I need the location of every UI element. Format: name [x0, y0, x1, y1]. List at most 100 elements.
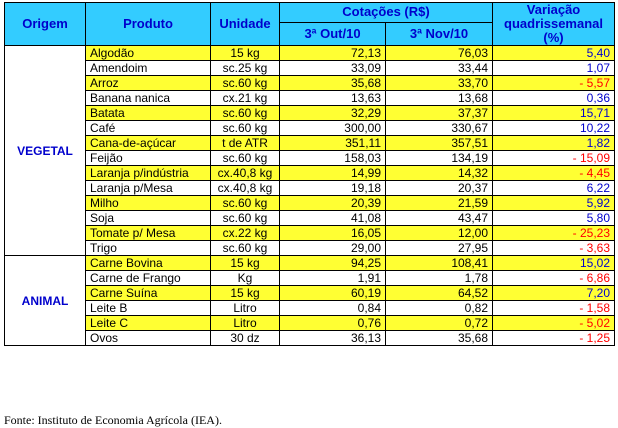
unidade-cell: t de ATR	[210, 135, 280, 151]
cotacao-out-cell: 35,68	[279, 75, 386, 91]
cotacao-out-cell: 300,00	[279, 120, 386, 136]
variacao-cell: 15,02	[492, 255, 616, 271]
cotacao-out-cell: 36,13	[279, 330, 386, 346]
table-row: Laranja p/Mesa cx.40,8 kg 19,18 20,37 6,22	[5, 180, 616, 196]
cotacao-nov-cell: 0,72	[384, 315, 494, 331]
cotacao-out-cell: 0,84	[279, 300, 386, 316]
table-row: ANIMAL Carne Bovina 15 kg 94,25 108,41 15,02	[4, 255, 616, 346]
unidade-cell: Kg	[210, 270, 280, 286]
produto-cell: Amendoim	[85, 60, 211, 76]
table-row: Leite C Litro 0,76 0,72- 5,02	[5, 315, 616, 331]
cotacao-nov-cell: 37,37	[384, 105, 494, 121]
table-row: Café sc.60 kg 300,00 330,67 10,22	[5, 120, 616, 136]
unidade-cell: cx.22 kg	[210, 225, 280, 241]
cotacao-nov-cell: 33,70	[384, 75, 494, 91]
table-row: Soja sc.60 kg 41,08 43,47 5,80	[5, 210, 616, 226]
variacao-cell: - 3,63	[492, 240, 616, 256]
table-row: Tomate p/ Mesa cx.22 kg 16,05 12,00- 25,23	[5, 225, 616, 241]
header-cotacoes: Cotações (R$)	[278, 2, 494, 23]
header-col-nov: 3ª Nov/10	[384, 21, 494, 47]
table-row: Laranja p/indústria cx.40,8 kg 14,99 14,32-…	[5, 165, 616, 181]
variacao-cell: 0,36	[492, 90, 616, 106]
cotacao-out-cell: 351,11	[279, 135, 386, 151]
cotacao-out-cell: 94,25	[279, 255, 386, 271]
cotacao-nov-cell: 330,67	[384, 120, 494, 136]
produto-cell: Carne de Frango	[85, 270, 211, 286]
produto-cell: Soja	[85, 210, 211, 226]
header-variacao: Variação quadrissemanal (%)	[492, 2, 616, 46]
table-row: Banana nanica cx.21 kg 13,63 13,68 0,36	[5, 90, 616, 106]
produto-cell: Cana-de-açúcar	[85, 135, 211, 151]
cotacao-nov-cell: 33,44	[384, 60, 494, 76]
table-row: VEGETAL Algodão 15 kg 72,13 76,03 5,40	[4, 45, 616, 256]
variacao-cell: 1,82	[492, 135, 616, 151]
produto-cell: Leite C	[85, 315, 211, 331]
produto-cell: Café	[85, 120, 211, 136]
cotacao-nov-cell: 0,82	[384, 300, 494, 316]
produto-cell: Laranja p/Mesa	[85, 180, 211, 196]
cotacao-nov-cell: 108,41	[384, 255, 494, 271]
table-row: Trigo sc.60 kg 29,00 27,95- 3,63	[5, 240, 616, 256]
produto-cell: Arroz	[85, 75, 211, 91]
variacao-cell: 15,71	[492, 105, 616, 121]
variacao-cell: - 25,23	[492, 225, 616, 241]
header-unidade: Unidade	[210, 2, 280, 46]
variacao-cell: - 1,58	[492, 300, 616, 316]
cotacao-out-cell: 32,29	[279, 105, 386, 121]
cotacao-out-cell: 14,99	[279, 165, 386, 181]
unidade-cell: sc.60 kg	[210, 75, 280, 91]
produto-cell: Trigo	[85, 240, 211, 256]
cotacao-nov-cell: 27,95	[384, 240, 494, 256]
table-row: Carne Suína 15 kg 60,19 64,52 7,20	[5, 285, 616, 301]
unidade-cell: 15 kg	[210, 45, 280, 61]
header-produto: Produto	[85, 2, 211, 46]
cotacao-nov-cell: 13,68	[384, 90, 494, 106]
variacao-cell: 5,40	[492, 45, 616, 61]
produto-cell: Milho	[85, 195, 211, 211]
unidade-cell: sc.60 kg	[210, 195, 280, 211]
table-container: Origem Produto Unidade Cotações (R$) Var…	[4, 2, 616, 346]
origem-cell: VEGETAL	[4, 45, 86, 256]
produto-cell: Batata	[85, 105, 211, 121]
cotacao-nov-cell: 21,59	[384, 195, 494, 211]
unidade-cell: cx.40,8 kg	[210, 165, 280, 181]
table-row: Amendoim sc.25 kg 33,09 33,44 1,07	[5, 60, 616, 76]
produto-cell: Banana nanica	[85, 90, 211, 106]
cotacao-out-cell: 41,08	[279, 210, 386, 226]
unidade-cell: Litro	[210, 300, 280, 316]
variacao-cell: - 1,25	[492, 330, 616, 346]
cotacao-nov-cell: 12,00	[384, 225, 494, 241]
variacao-cell: - 5,57	[492, 75, 616, 91]
header-col-out: 3ª Out/10	[279, 21, 386, 47]
cotacao-out-cell: 13,63	[279, 90, 386, 106]
cotacao-out-cell: 72,13	[279, 45, 386, 61]
cotacao-out-cell: 16,05	[279, 225, 386, 241]
produto-cell: Feijão	[85, 150, 211, 166]
cotacao-nov-cell: 14,32	[384, 165, 494, 181]
table-row: Carne de Frango Kg 1,91 1,78- 6,86	[5, 270, 616, 286]
produto-cell: Ovos	[85, 330, 211, 346]
cotacao-nov-cell: 35,68	[384, 330, 494, 346]
cotacao-nov-cell: 64,52	[384, 285, 494, 301]
cotacao-out-cell: 29,00	[279, 240, 386, 256]
variacao-cell: 5,92	[492, 195, 616, 211]
variacao-cell: - 15,09	[492, 150, 616, 166]
cotacao-nov-cell: 76,03	[384, 45, 494, 61]
produto-cell: Tomate p/ Mesa	[85, 225, 211, 241]
cotacao-out-cell: 20,39	[279, 195, 386, 211]
cotacao-out-cell: 1,91	[279, 270, 386, 286]
produto-cell: Algodão	[85, 45, 211, 61]
cotacao-out-cell: 158,03	[279, 150, 386, 166]
produto-cell: Laranja p/indústria	[85, 165, 211, 181]
cotacao-nov-cell: 43,47	[384, 210, 494, 226]
unidade-cell: sc.60 kg	[210, 150, 280, 166]
price-table: Origem Produto Unidade Cotações (R$) Var…	[4, 2, 616, 346]
unidade-cell: Litro	[210, 315, 280, 331]
cotacao-out-cell: 60,19	[279, 285, 386, 301]
cotacao-nov-cell: 1,78	[384, 270, 494, 286]
source-note: Fonte: Instituto de Economia Agrícola (I…	[4, 413, 222, 427]
cotacao-out-cell: 0,76	[279, 315, 386, 331]
table-row: Milho sc.60 kg 20,39 21,59 5,92	[5, 195, 616, 211]
produto-cell: Carne Bovina	[85, 255, 211, 271]
unidade-cell: cx.21 kg	[210, 90, 280, 106]
